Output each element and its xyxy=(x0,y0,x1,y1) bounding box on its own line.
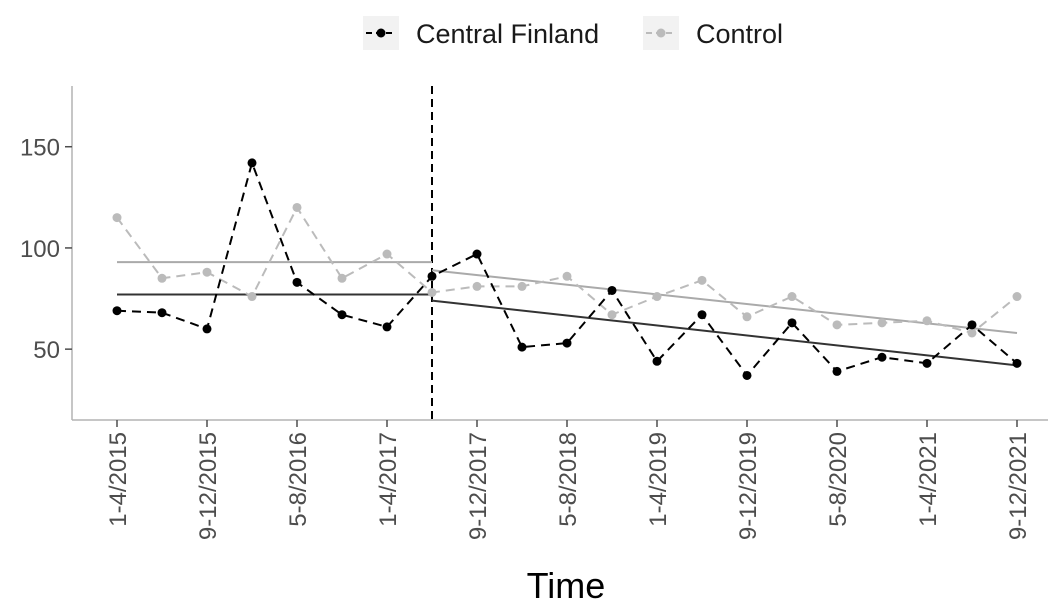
point-central-finland xyxy=(382,322,392,332)
trend-lines xyxy=(117,261,1018,367)
point-central-finland xyxy=(517,342,527,352)
legend-key-point xyxy=(656,28,666,38)
point-control xyxy=(517,281,527,291)
legend-item-control: Control xyxy=(643,16,783,50)
legend-label: Central Finland xyxy=(416,19,599,49)
point-control xyxy=(652,292,662,302)
point-central-finland xyxy=(967,320,977,330)
point-central-finland xyxy=(247,158,257,168)
data-points xyxy=(112,158,1022,380)
x-tick-label: 1-4/2017 xyxy=(375,432,402,527)
axes: 50 100 150 1-4/2015 9-12/2015 5-8/2016 1-4/201… xyxy=(20,86,1048,540)
point-central-finland xyxy=(922,358,932,368)
point-control xyxy=(382,249,392,259)
point-central-finland xyxy=(742,370,752,380)
point-central-finland xyxy=(562,338,572,348)
point-central-finland xyxy=(157,308,167,318)
point-control xyxy=(337,273,347,283)
y-tick-label: 100 xyxy=(20,236,60,263)
point-control xyxy=(157,273,167,283)
point-central-finland xyxy=(697,310,707,320)
x-tick-label: 5-8/2020 xyxy=(825,432,852,527)
point-central-finland xyxy=(1012,358,1022,368)
x-tick-label: 9-12/2015 xyxy=(195,432,222,540)
x-tick-label: 5-8/2016 xyxy=(285,432,312,527)
point-control xyxy=(247,292,257,302)
x-tick-label: 1-4/2019 xyxy=(645,432,672,527)
y-tick-label: 150 xyxy=(20,135,60,162)
x-tick-label: 1-4/2015 xyxy=(105,432,132,527)
point-control xyxy=(112,213,122,223)
point-control xyxy=(472,281,482,291)
point-central-finland xyxy=(337,310,347,320)
point-control xyxy=(967,328,977,338)
point-central-finland xyxy=(292,277,302,287)
series-line-control xyxy=(116,205,1018,335)
legend: Central Finland Control xyxy=(363,16,783,50)
point-control xyxy=(922,316,932,326)
x-tick-label: 9-12/2017 xyxy=(465,432,492,540)
point-central-finland xyxy=(877,352,887,362)
x-tick-label: 5-8/2018 xyxy=(555,432,582,527)
trend-line-control-2 xyxy=(431,269,1018,334)
point-central-finland xyxy=(427,271,437,281)
point-control xyxy=(202,267,212,277)
y-tick-label: 50 xyxy=(33,337,60,364)
legend-key-point xyxy=(376,28,386,38)
point-central-finland xyxy=(607,285,617,295)
legend-item-central-finland: Central Finland xyxy=(363,16,599,50)
point-control xyxy=(787,292,797,302)
point-control xyxy=(877,318,887,328)
point-control xyxy=(1012,292,1022,302)
trend-line-central-finland-2 xyxy=(431,299,1018,367)
point-central-finland xyxy=(202,324,212,334)
point-control xyxy=(292,202,302,212)
point-central-finland xyxy=(652,356,662,366)
point-central-finland xyxy=(832,366,842,376)
x-axis-title: Time xyxy=(527,565,606,606)
point-control xyxy=(427,287,437,297)
legend-label: Control xyxy=(696,19,783,49)
x-tick-label: 9-12/2021 xyxy=(1005,432,1032,540)
point-central-finland xyxy=(787,318,797,328)
point-control xyxy=(562,271,572,281)
series-line-central-finland xyxy=(116,159,1018,378)
point-control xyxy=(742,312,752,322)
point-control xyxy=(607,310,617,320)
point-control xyxy=(697,275,707,285)
x-tick-label: 1-4/2021 xyxy=(915,432,942,527)
point-central-finland xyxy=(112,306,122,316)
point-control xyxy=(832,320,842,330)
x-tick-label: 9-12/2019 xyxy=(735,432,762,540)
point-central-finland xyxy=(472,249,482,259)
